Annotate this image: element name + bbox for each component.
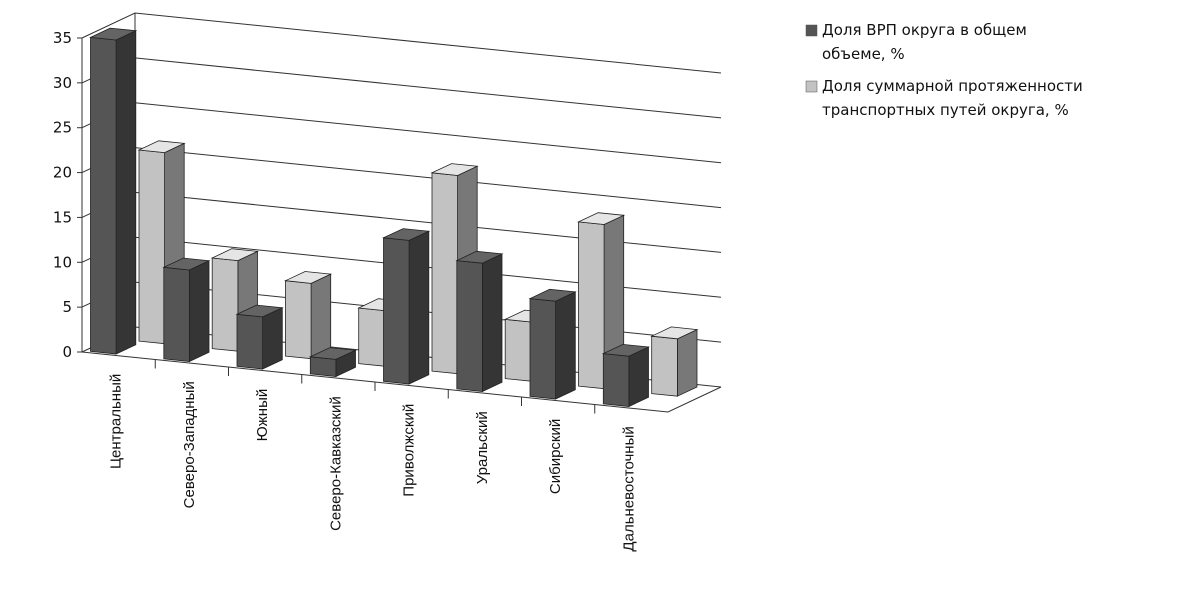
bar-series1-8 bbox=[601, 343, 650, 408]
y-axis-ticks: 0 5 10 15 20 25 30 35 bbox=[53, 29, 82, 361]
category-label: Уральский bbox=[474, 411, 491, 484]
bar-series1-2 bbox=[162, 257, 211, 363]
bar-series1-7 bbox=[528, 288, 577, 400]
bar-series2-7 bbox=[577, 212, 626, 390]
gridline bbox=[81, 12, 722, 74]
y-tick-label: 0 bbox=[62, 343, 72, 361]
bars-layer bbox=[89, 27, 699, 408]
category-label: Приволжский bbox=[401, 404, 418, 497]
category-label: Северо-Западный bbox=[181, 381, 198, 508]
floor-edge bbox=[81, 351, 722, 413]
y-tick-label: 15 bbox=[53, 208, 72, 226]
category-label: Сибирский bbox=[547, 419, 564, 494]
gridline bbox=[81, 57, 722, 119]
bar-series1-5 bbox=[382, 228, 431, 385]
category-label: Южный bbox=[254, 389, 271, 442]
legend-label: Доля суммарной протяженности bbox=[822, 77, 1083, 95]
bar-series1-3 bbox=[235, 304, 284, 370]
y-tick-label: 25 bbox=[53, 119, 72, 137]
y-tick-label: 30 bbox=[53, 74, 72, 92]
legend-label: объеме, % bbox=[822, 45, 905, 63]
bar-series2-8 bbox=[650, 326, 699, 397]
y-tick-label: 5 bbox=[62, 298, 72, 316]
category-label: Дальневосточный bbox=[620, 426, 637, 551]
y-tick-label: 35 bbox=[53, 29, 72, 47]
bar-series1-4 bbox=[308, 347, 357, 378]
legend: Доля ВРП округа в общем объеме, % Доля сум… bbox=[805, 21, 1083, 119]
legend-swatch bbox=[805, 80, 818, 93]
category-label: Центральный bbox=[108, 374, 125, 469]
bar-series1-1 bbox=[89, 27, 138, 355]
legend-label: транспортных путей округа, % bbox=[822, 101, 1069, 119]
y-tick-label: 10 bbox=[53, 253, 72, 271]
legend-swatch bbox=[805, 24, 818, 37]
bar-series2-3 bbox=[284, 271, 333, 360]
bar-series1-6 bbox=[455, 250, 504, 393]
y-tick-label: 20 bbox=[53, 164, 72, 182]
x-axis-categories: Центральный Северо-Западный Южный Северо-Ка… bbox=[108, 359, 637, 552]
legend-label: Доля ВРП округа в общем bbox=[822, 21, 1027, 39]
category-label: Северо-Кавказский bbox=[327, 396, 344, 531]
